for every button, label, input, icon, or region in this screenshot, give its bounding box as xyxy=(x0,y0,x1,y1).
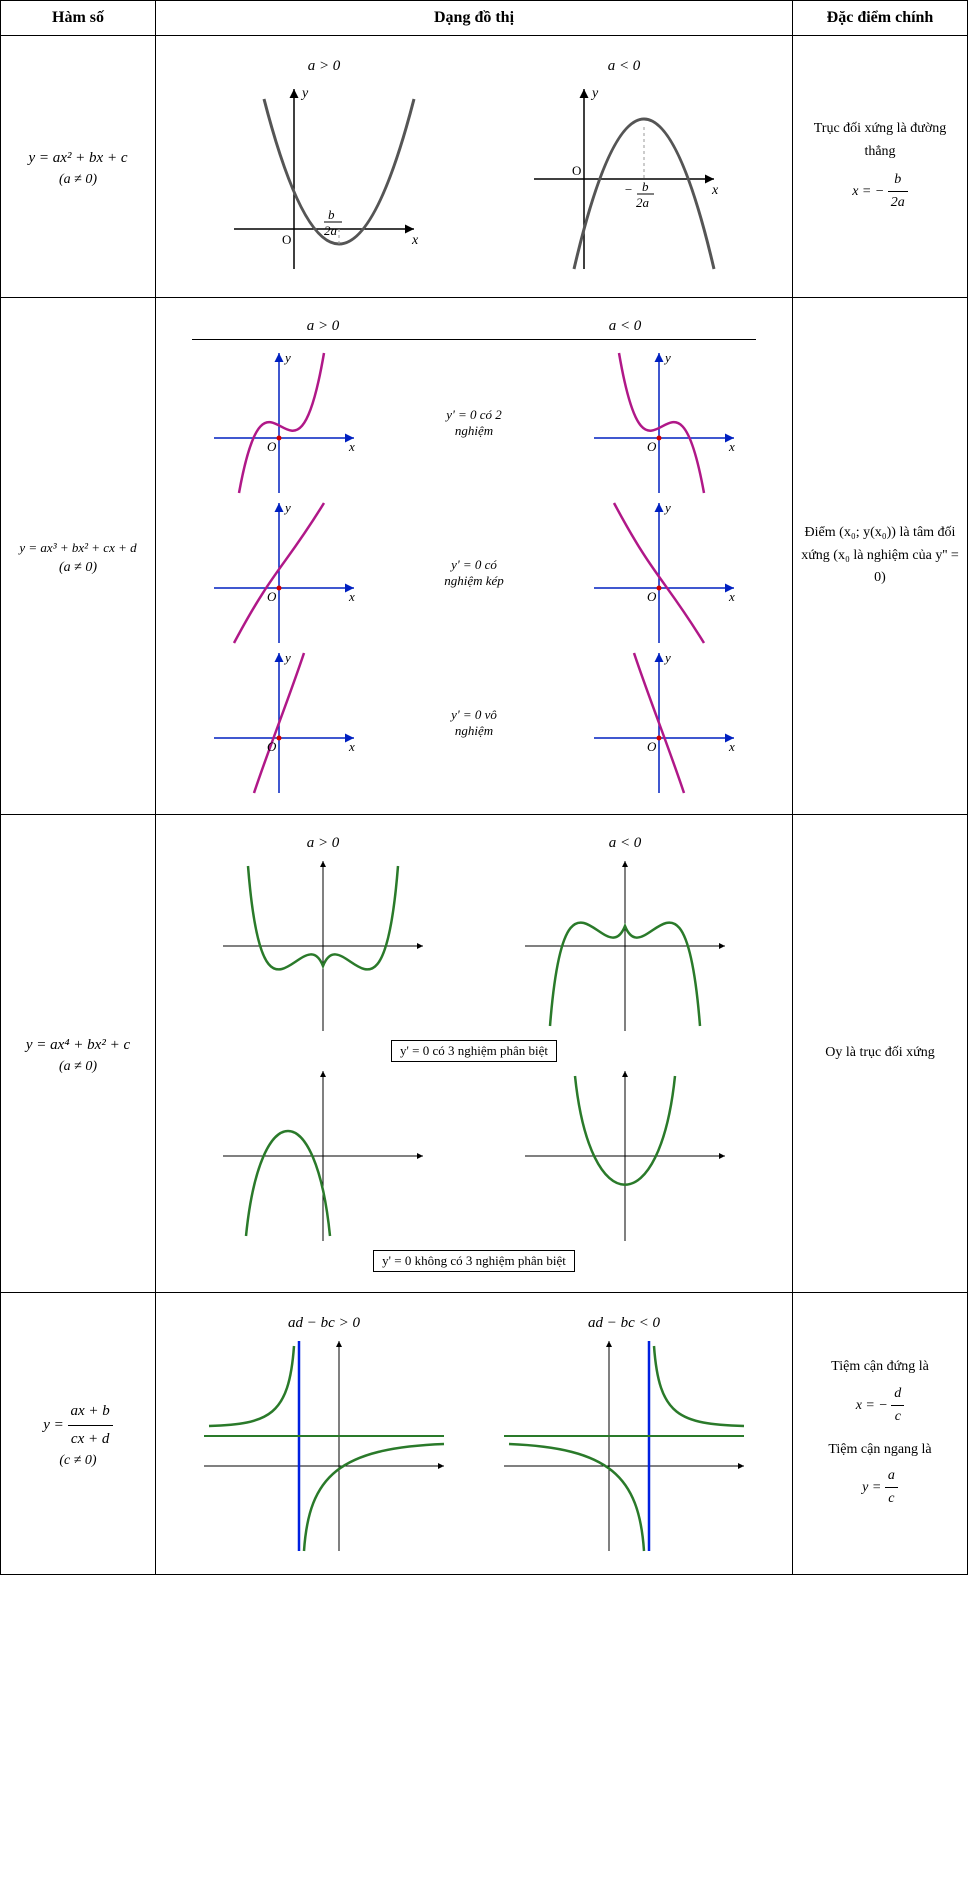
row-cubic: y = ax³ + bx² + cx + d (a ≠ 0) a > 0 a <… xyxy=(1,298,968,815)
graph-quartic-neg-3roots xyxy=(515,856,735,1036)
rational-label-pos: ad − bc > 0 xyxy=(288,1315,360,1332)
header-graph: Dạng đồ thị xyxy=(156,1,793,36)
graph-rational-pos xyxy=(199,1336,449,1556)
header-function: Hàm số xyxy=(1,1,156,36)
cubic-note-double: y' = 0 có nghiệm kép xyxy=(434,557,514,589)
svg-text:y: y xyxy=(663,350,671,365)
graph-parabola-up: x y O b 2a xyxy=(224,79,424,279)
svg-text:x: x xyxy=(348,439,355,454)
svg-text:b: b xyxy=(642,179,649,194)
cubic-label-a-neg: a < 0 xyxy=(504,318,746,335)
svg-text:y: y xyxy=(663,500,671,515)
quartic-label-a-pos: a > 0 xyxy=(307,835,340,852)
svg-text:O: O xyxy=(282,232,291,247)
graph-rational-neg xyxy=(499,1336,749,1556)
prop-cubic: Điểm (x₀; y(x₀)) là tâm đối xứng (x₀ là … xyxy=(801,522,959,589)
func-cubic: y = ax³ + bx² + cx + d xyxy=(9,536,147,559)
svg-text:2a: 2a xyxy=(636,195,650,210)
svg-text:y: y xyxy=(300,86,309,101)
rational-label-neg: ad − bc < 0 xyxy=(588,1315,660,1332)
func-quartic: y = ax⁴ + bx² + c xyxy=(9,1032,147,1059)
svg-text:x: x xyxy=(411,233,419,248)
graph-quartic-neg-none xyxy=(515,1066,735,1246)
svg-text:y: y xyxy=(283,650,291,665)
row-quadratic: y = ax² + bx + c (a ≠ 0) a > 0 x y O b 2… xyxy=(1,36,968,298)
graph-cubic-pos-2roots: x y O xyxy=(209,348,359,498)
svg-text:y: y xyxy=(663,650,671,665)
label-a-pos: a > 0 xyxy=(308,58,341,75)
cubic-note-2roots: y' = 0 có 2 nghiệm xyxy=(434,407,514,439)
graph-cubic-neg-none: x y O xyxy=(589,648,739,798)
prop-quartic: Oy là trục đối xứng xyxy=(801,1042,959,1064)
prop-quadratic-eq-lhs: x = − xyxy=(852,184,884,199)
hasym-frac: a c xyxy=(885,1465,898,1511)
cubic-label-a-pos: a > 0 xyxy=(202,318,444,335)
prop-rational-hasym: Tiệm cận ngang là xyxy=(801,1439,959,1461)
svg-text:y: y xyxy=(283,350,291,365)
prop-quadratic-frac: b 2a xyxy=(888,169,908,215)
cubic-note-none: y' = 0 vô nghiệm xyxy=(434,707,514,739)
svg-text:b: b xyxy=(328,207,335,222)
func-rational: y = ax + b cx + d xyxy=(9,1398,147,1453)
svg-text:O: O xyxy=(647,739,657,754)
cond-rational: (c ≠ 0) xyxy=(9,1453,147,1469)
graph-quartic-pos-3roots xyxy=(213,856,433,1036)
caption-no3roots: y' = 0 không có 3 nghiệm phân biệt xyxy=(373,1250,575,1272)
svg-text:−: − xyxy=(624,182,633,197)
graph-quartic-pos-none xyxy=(213,1066,433,1246)
svg-text:x: x xyxy=(728,739,735,754)
header-property: Đặc điểm chính xyxy=(793,1,968,36)
prop-quadratic-text: Trục đối xứng là đường thẳng xyxy=(801,118,959,163)
svg-text:O: O xyxy=(267,439,277,454)
function-graph-table: Hàm số Dạng đồ thị Đặc điểm chính y = ax… xyxy=(0,0,968,1575)
svg-text:x: x xyxy=(728,439,735,454)
graph-cubic-neg-double: x y O xyxy=(589,498,739,648)
graph-cubic-pos-double: x y O xyxy=(209,498,359,648)
svg-text:x: x xyxy=(728,589,735,604)
label-a-neg: a < 0 xyxy=(608,58,641,75)
svg-text:y: y xyxy=(283,500,291,515)
svg-text:O: O xyxy=(267,589,277,604)
func-quadratic: y = ax² + bx + c xyxy=(9,145,147,172)
svg-text:x: x xyxy=(348,589,355,604)
cond-quartic: (a ≠ 0) xyxy=(9,1059,147,1075)
svg-text:x: x xyxy=(711,183,719,198)
svg-text:y: y xyxy=(590,86,599,101)
svg-text:O: O xyxy=(647,589,657,604)
row-quartic: y = ax⁴ + bx² + c (a ≠ 0) a > 0 a < 0 y'… xyxy=(1,815,968,1293)
svg-text:O: O xyxy=(267,739,277,754)
cond-quadratic: (a ≠ 0) xyxy=(9,172,147,188)
svg-text:O: O xyxy=(572,163,581,178)
caption-3roots: y' = 0 có 3 nghiệm phân biệt xyxy=(391,1040,557,1062)
vasym-frac: d c xyxy=(891,1383,904,1429)
cond-cubic: (a ≠ 0) xyxy=(9,560,147,576)
graph-parabola-down: x y O − b 2a xyxy=(524,79,724,279)
graph-cubic-neg-2roots: x y O xyxy=(589,348,739,498)
svg-text:x: x xyxy=(348,739,355,754)
graph-cubic-pos-none: x y O xyxy=(209,648,359,798)
row-rational: y = ax + b cx + d (c ≠ 0) ad − bc > 0 ad… xyxy=(1,1293,968,1575)
quartic-label-a-neg: a < 0 xyxy=(609,835,642,852)
svg-text:O: O xyxy=(647,439,657,454)
svg-text:2a: 2a xyxy=(324,223,338,238)
prop-rational-vasym: Tiệm cận đứng là xyxy=(801,1356,959,1378)
